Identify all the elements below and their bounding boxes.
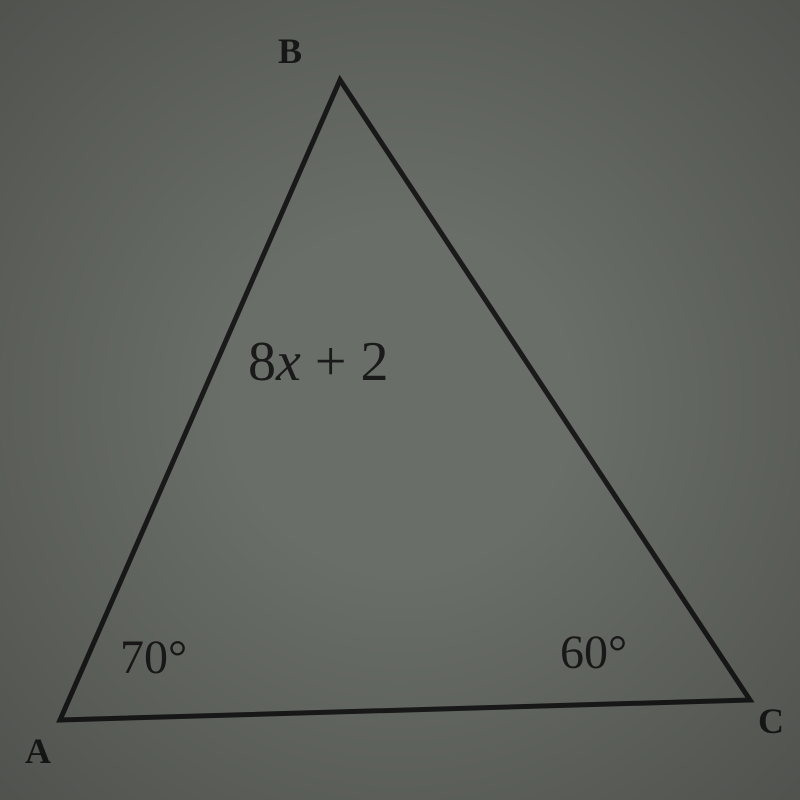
vertex-label-a: A: [25, 730, 51, 772]
angle-expression-b: 8x + 2: [248, 330, 388, 394]
triangle-shape: [60, 80, 750, 720]
vertex-label-b: B: [278, 30, 302, 72]
triangle-diagram: A B C 70° 60° 8x + 2: [0, 0, 800, 800]
angle-label-a: 70°: [120, 630, 187, 685]
angle-label-c: 60°: [560, 625, 627, 680]
vertex-label-c: C: [758, 700, 784, 742]
